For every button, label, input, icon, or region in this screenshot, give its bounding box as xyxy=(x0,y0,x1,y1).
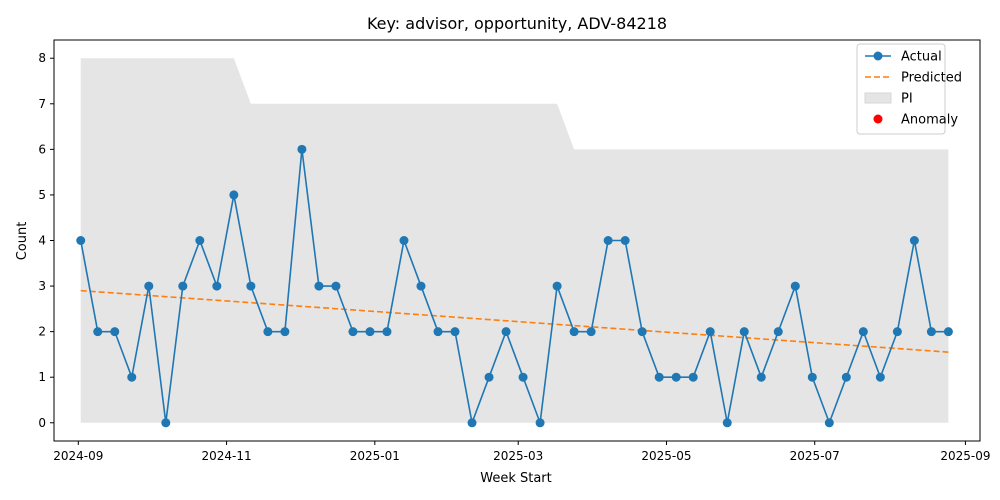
x-tick-label: 2024-09 xyxy=(53,449,103,463)
y-tick-label: 8 xyxy=(38,51,46,65)
actual-point xyxy=(467,418,477,428)
actual-point xyxy=(654,372,664,382)
x-tick-label: 2024-11 xyxy=(201,449,251,463)
actual-point xyxy=(263,327,273,337)
actual-point xyxy=(603,236,613,245)
actual-point xyxy=(212,281,222,291)
y-tick-label: 4 xyxy=(38,234,46,248)
actual-point xyxy=(586,327,596,337)
y-tick-label: 7 xyxy=(38,97,46,111)
actual-point xyxy=(450,327,460,337)
legend-marker-actual xyxy=(873,51,883,61)
actual-point xyxy=(722,418,732,428)
actual-point xyxy=(229,190,239,200)
x-tick-label: 2025-07 xyxy=(790,449,840,463)
x-tick-label: 2025-05 xyxy=(641,449,691,463)
actual-point xyxy=(637,327,647,337)
actual-point xyxy=(909,236,919,245)
y-tick-label: 1 xyxy=(38,370,46,384)
actual-point xyxy=(399,236,409,245)
actual-point xyxy=(110,327,120,337)
actual-point xyxy=(416,281,426,291)
actual-point xyxy=(501,327,511,337)
actual-point xyxy=(875,372,885,382)
actual-point xyxy=(348,327,358,337)
prediction-interval-band xyxy=(80,58,949,423)
x-axis: 2024-09 2024-11 2025-01 2025-03 2025-05 2025-… xyxy=(53,441,990,463)
actual-point xyxy=(892,327,902,337)
actual-point xyxy=(484,372,494,382)
actual-point xyxy=(161,418,171,428)
y-tick-label: 2 xyxy=(38,325,46,339)
y-tick-label: 5 xyxy=(38,188,46,202)
x-axis-label: Week Start xyxy=(480,471,552,486)
y-axis: 0 1 2 3 4 5 6 7 8 xyxy=(38,51,54,430)
legend-swatch-anomaly xyxy=(873,114,883,124)
actual-point xyxy=(382,327,392,337)
actual-point xyxy=(144,281,154,291)
y-tick-label: 3 xyxy=(38,279,46,293)
y-axis-label: Count xyxy=(15,222,30,261)
y-tick-label: 6 xyxy=(38,142,46,156)
actual-point xyxy=(178,281,188,291)
actual-point xyxy=(807,372,817,382)
legend-label: PI xyxy=(901,92,913,107)
actual-point xyxy=(858,327,868,337)
actual-point xyxy=(246,281,256,291)
actual-point xyxy=(688,372,698,382)
actual-point xyxy=(127,372,137,382)
actual-point xyxy=(943,327,953,337)
actual-point xyxy=(756,372,766,382)
plot-area xyxy=(53,39,981,442)
x-tick-label: 2025-01 xyxy=(350,449,400,463)
legend-label: Actual xyxy=(901,50,942,65)
actual-point xyxy=(569,327,579,337)
actual-point xyxy=(76,236,86,245)
actual-point xyxy=(841,372,851,382)
predicted-line xyxy=(80,289,949,353)
actual-point xyxy=(195,236,205,245)
actual-point xyxy=(620,236,630,245)
actual-point xyxy=(773,327,783,337)
actual-point xyxy=(331,281,341,291)
chart-title: Key: advisor, opportunity, ADV-84218 xyxy=(367,14,667,33)
x-tick-label: 2025-09 xyxy=(940,449,990,463)
actual-point xyxy=(790,281,800,291)
actual-point xyxy=(535,418,545,428)
actual-point xyxy=(705,327,715,337)
legend-swatch-pi xyxy=(864,92,892,104)
actual-point xyxy=(314,281,324,291)
legend-label: Anomaly xyxy=(901,113,958,128)
actual-point xyxy=(93,327,103,337)
actual-point xyxy=(433,327,443,337)
actual-point xyxy=(518,372,528,382)
actual-point xyxy=(552,281,562,291)
legend-box xyxy=(856,43,946,135)
actual-point xyxy=(824,418,834,428)
x-tick-label: 2025-03 xyxy=(493,449,543,463)
actual-line xyxy=(79,149,949,426)
legend: Actual Predicted PI Anomaly xyxy=(856,43,962,135)
actual-point xyxy=(739,327,749,337)
actual-point xyxy=(280,327,290,337)
actual-point xyxy=(926,327,936,337)
actual-point xyxy=(671,372,681,382)
actual-point xyxy=(297,144,307,154)
actual-point xyxy=(365,327,375,337)
y-tick-label: 0 xyxy=(38,416,46,430)
legend-label: Predicted xyxy=(901,71,962,86)
